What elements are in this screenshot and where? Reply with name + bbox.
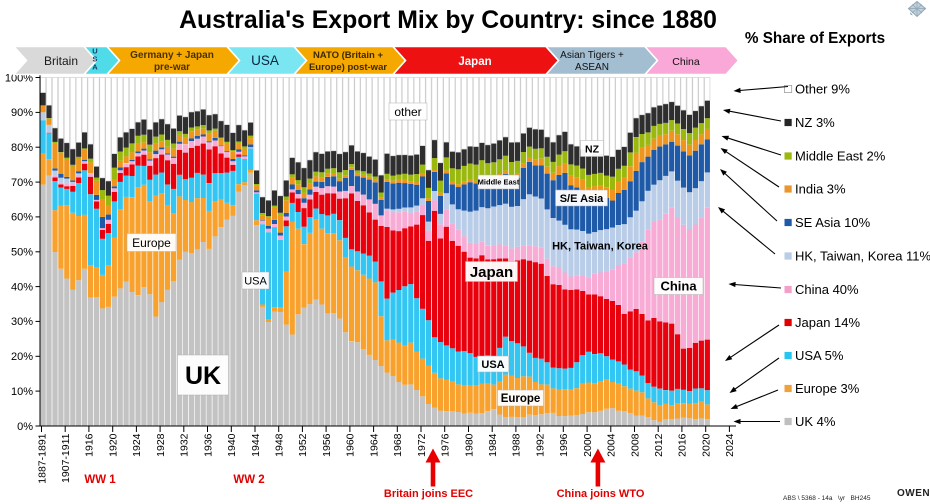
svg-text:pre-war: pre-war bbox=[154, 62, 190, 73]
svg-text:70%: 70% bbox=[11, 177, 33, 189]
svg-text:China joins WTO: China joins WTO bbox=[557, 488, 645, 500]
svg-text:Japan: Japan bbox=[470, 264, 513, 281]
svg-text:Europe) post-war: Europe) post-war bbox=[309, 62, 387, 73]
svg-text:Britain: Britain bbox=[44, 54, 78, 68]
svg-text:NATO (Britain +: NATO (Britain + bbox=[313, 50, 384, 61]
svg-text:2024: 2024 bbox=[724, 433, 736, 457]
svg-text:Japan: Japan bbox=[458, 56, 491, 68]
svg-text:80%: 80% bbox=[11, 142, 33, 154]
svg-text:1924: 1924 bbox=[131, 433, 143, 457]
svg-text:USA: USA bbox=[244, 276, 267, 288]
svg-text:1980: 1980 bbox=[463, 433, 475, 457]
svg-text:1960: 1960 bbox=[345, 433, 357, 457]
svg-text:OWEN: OWEN bbox=[897, 488, 930, 499]
svg-text:A: A bbox=[92, 63, 98, 72]
svg-text:Germany + Japan: Germany + Japan bbox=[130, 50, 214, 61]
svg-text:Australia's Export Mix by Coun: Australia's Export Mix by Country: since… bbox=[179, 7, 717, 34]
svg-text:2020: 2020 bbox=[701, 433, 713, 457]
svg-text:1988: 1988 bbox=[511, 433, 523, 457]
svg-text:1952: 1952 bbox=[297, 433, 309, 457]
svg-text:WW 2: WW 2 bbox=[233, 474, 264, 486]
svg-text:Europe 3%: Europe 3% bbox=[795, 381, 860, 396]
svg-text:Europe: Europe bbox=[132, 236, 171, 250]
svg-text:China: China bbox=[672, 56, 700, 68]
svg-text:1932: 1932 bbox=[179, 433, 191, 457]
svg-text:Middle East: Middle East bbox=[478, 178, 520, 187]
svg-text:HK, Taiwan, Korea: HK, Taiwan, Korea bbox=[552, 241, 649, 253]
svg-text:20%: 20% bbox=[11, 351, 33, 363]
svg-text:SE Asia 10%: SE Asia 10% bbox=[795, 215, 871, 230]
svg-text:10%: 10% bbox=[11, 386, 33, 398]
svg-text:1928: 1928 bbox=[155, 433, 167, 457]
svg-text:UK: UK bbox=[185, 362, 221, 390]
svg-text:50%: 50% bbox=[11, 247, 33, 259]
svg-text:2012: 2012 bbox=[653, 433, 665, 457]
svg-text:Japan 14%: Japan 14% bbox=[795, 315, 860, 330]
svg-text:1907-1911: 1907-1911 bbox=[60, 433, 72, 483]
svg-text:2004: 2004 bbox=[606, 433, 618, 457]
svg-text:2000: 2000 bbox=[582, 433, 594, 457]
svg-text:1936: 1936 bbox=[202, 433, 214, 457]
svg-text:1948: 1948 bbox=[274, 433, 286, 457]
svg-text:other: other bbox=[394, 105, 421, 119]
svg-text:1964: 1964 bbox=[368, 433, 380, 457]
svg-text:ABS \ 5368 - 14a \yr BH245: ABS \ 5368 - 14a \yr BH245 bbox=[783, 495, 871, 502]
svg-text:1956: 1956 bbox=[321, 433, 333, 457]
svg-text:1996: 1996 bbox=[558, 433, 570, 457]
svg-text:UK 4%: UK 4% bbox=[795, 414, 836, 429]
svg-text:1940: 1940 bbox=[226, 433, 238, 457]
svg-text:USA 5%: USA 5% bbox=[795, 348, 844, 363]
svg-text:1944: 1944 bbox=[250, 433, 262, 457]
svg-text:1968: 1968 bbox=[392, 433, 404, 457]
svg-text:1992: 1992 bbox=[534, 433, 546, 457]
svg-text:Other 9%: Other 9% bbox=[795, 81, 850, 96]
svg-text:India 3%: India 3% bbox=[795, 181, 846, 196]
svg-text:Europe: Europe bbox=[501, 393, 541, 405]
svg-text:60%: 60% bbox=[11, 212, 33, 224]
svg-text:1976: 1976 bbox=[440, 433, 452, 457]
svg-text:USA: USA bbox=[481, 359, 504, 371]
svg-text:1984: 1984 bbox=[487, 433, 499, 457]
svg-text:U: U bbox=[92, 47, 97, 56]
svg-text:1972: 1972 bbox=[416, 433, 428, 457]
svg-text:40%: 40% bbox=[11, 281, 33, 293]
svg-text:2016: 2016 bbox=[677, 433, 689, 457]
svg-text:WW 1: WW 1 bbox=[84, 474, 116, 486]
svg-text:1920: 1920 bbox=[108, 433, 120, 457]
svg-text:Britain joins EEC: Britain joins EEC bbox=[384, 488, 473, 500]
svg-text:Asian Tigers +: Asian Tigers + bbox=[560, 50, 624, 61]
svg-text:NZ 3%: NZ 3% bbox=[795, 115, 835, 130]
svg-text:2008: 2008 bbox=[629, 433, 641, 457]
svg-text:S: S bbox=[92, 55, 97, 64]
svg-text:90%: 90% bbox=[11, 107, 33, 119]
svg-text:S/E Asia: S/E Asia bbox=[560, 193, 604, 205]
svg-text:HK, Taiwan, Korea 11%: HK, Taiwan, Korea 11% bbox=[795, 248, 930, 263]
svg-text:% Share of Exports: % Share of Exports bbox=[745, 30, 885, 47]
svg-text:0%: 0% bbox=[17, 421, 33, 433]
svg-text:China: China bbox=[660, 279, 697, 294]
svg-text:USA: USA bbox=[251, 53, 279, 68]
svg-text:1887-1891: 1887-1891 bbox=[36, 433, 48, 483]
svg-text:1916: 1916 bbox=[84, 433, 96, 457]
svg-text:China 40%: China 40% bbox=[795, 282, 859, 297]
svg-text:ASEAN: ASEAN bbox=[575, 62, 609, 73]
svg-text:30%: 30% bbox=[11, 316, 33, 328]
svg-text:Middle East 2%: Middle East 2% bbox=[795, 148, 886, 163]
svg-text:NZ: NZ bbox=[585, 143, 600, 155]
